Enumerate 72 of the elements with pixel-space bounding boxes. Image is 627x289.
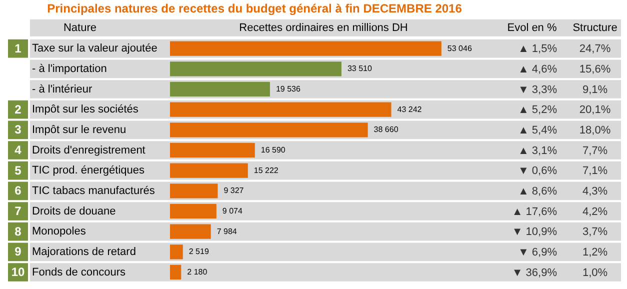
text: 1,0% — [582, 266, 608, 279]
text: 6 — [14, 184, 22, 198]
y-tick-label: Majorations de retard — [32, 246, 136, 258]
data-label: 15 222 — [254, 166, 279, 175]
bar — [170, 264, 182, 280]
data-label: 53 046 — [447, 44, 472, 53]
x-axis-title: Recettes ordinaires en millions DH — [239, 22, 408, 34]
text: ▼ 36,9% — [512, 266, 558, 279]
bar — [170, 184, 218, 198]
text: ▲ 17,6% — [512, 206, 558, 218]
text: 20,1% — [579, 104, 611, 116]
data-label: 2 519 — [188, 247, 210, 256]
text: ▲ 4,6% — [518, 63, 558, 76]
y-tick-label: Impôt sur le revenu — [32, 124, 126, 136]
text: Evol en % — [507, 22, 557, 34]
bar — [170, 224, 211, 239]
text: 9 — [14, 244, 22, 259]
y-tick-label: Monopoles — [32, 226, 86, 238]
data-label: 43 242 — [397, 104, 422, 114]
chart-title: Principales natures de recettes du budget général à fin DECEMBRE 2016 — [47, 2, 462, 16]
bar — [170, 62, 342, 76]
text: 15,6% — [579, 63, 611, 76]
bar — [170, 82, 270, 97]
text: 2 — [14, 102, 22, 116]
data-label: 19 536 — [276, 84, 301, 94]
text: 7 — [14, 204, 22, 218]
text: Nature — [63, 22, 97, 34]
bar — [170, 204, 216, 219]
y-tick-label: Fonds de concours — [32, 266, 126, 278]
y-tick-label: Droits d'enregistrement — [32, 144, 146, 156]
text: 7,7% — [582, 144, 608, 157]
y-tick-label: - à l'importation — [32, 62, 107, 75]
text: ▲ 5,4% — [518, 124, 558, 136]
text: 24,7% — [579, 43, 611, 56]
text: ▼ 10,9% — [512, 226, 558, 238]
text: ▲ 3,1% — [518, 144, 558, 157]
text: 7,1% — [582, 165, 608, 178]
text: 5 — [14, 163, 22, 178]
data-label: 16 590 — [260, 145, 286, 154]
data-label: 2 180 — [187, 267, 208, 276]
data-label: 33 510 — [347, 64, 372, 74]
text: 18,0% — [579, 124, 611, 136]
bar — [170, 142, 255, 158]
text: 1 — [14, 41, 22, 56]
text: 3 — [14, 122, 22, 137]
y-tick-label: TIC tabacs manufacturés — [32, 184, 156, 197]
text: ▼ 3,3% — [518, 84, 558, 96]
text: ▼ 0,6% — [518, 165, 558, 178]
text: 4 — [14, 143, 22, 158]
data-label: 9 074 — [222, 206, 243, 216]
y-tick-label: TIC prod. énergétiques — [32, 164, 146, 177]
text: 9,1% — [582, 84, 608, 96]
text: ▲ 1,5% — [518, 43, 558, 56]
text: ▼ 6,9% — [518, 246, 558, 258]
data-label: 9 327 — [224, 186, 244, 196]
text: 4,3% — [582, 185, 608, 198]
text: 10 — [11, 265, 25, 280]
y-tick-label: - à l'intérieur — [32, 83, 93, 96]
y-tick-label: Impôt sur les sociétés — [32, 104, 139, 116]
bar — [170, 163, 248, 178]
text: Structure — [572, 22, 618, 34]
text: 4,2% — [582, 206, 608, 218]
text: 1,2% — [582, 246, 608, 258]
text: ▲ 5,2% — [518, 104, 558, 116]
data-label: 7 984 — [216, 226, 238, 236]
y-tick-label: Taxe sur la valeur ajoutée — [32, 42, 158, 55]
y-tick-label: Droits de douane — [32, 205, 116, 218]
data-label: 38 660 — [374, 125, 399, 134]
bar — [170, 244, 183, 260]
text: ▲ 8,6% — [518, 185, 558, 198]
text: 8 — [14, 224, 22, 238]
text: 3,7% — [582, 226, 608, 238]
